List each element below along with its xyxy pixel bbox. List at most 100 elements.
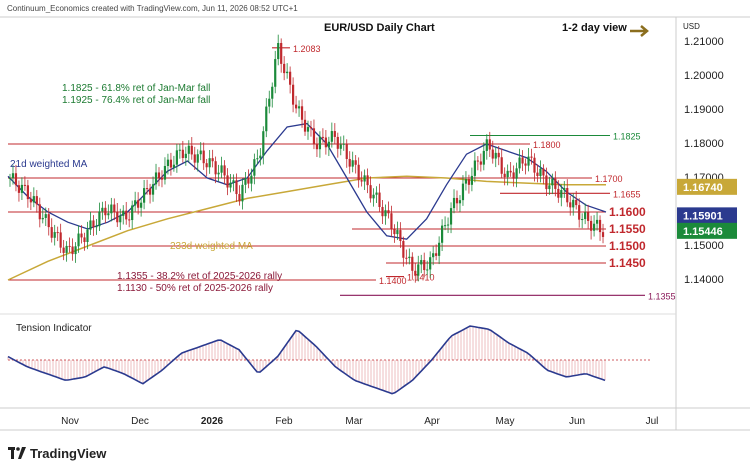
candle-body — [345, 143, 348, 159]
candle-body — [581, 219, 584, 221]
candle-body — [172, 164, 175, 168]
candle-body — [47, 214, 50, 228]
candle-body — [572, 199, 575, 208]
candle-body — [32, 196, 35, 203]
candle-body — [464, 179, 468, 184]
price-tag-label: 1.15901 — [683, 210, 723, 222]
candle-body — [366, 175, 369, 186]
candle-body — [175, 150, 178, 165]
candle-body — [560, 190, 563, 198]
candle-body — [300, 106, 304, 120]
candle-body — [256, 158, 259, 160]
candle-body — [190, 145, 193, 155]
candle-body — [405, 257, 408, 259]
candle-body — [280, 42, 283, 64]
candle-body — [601, 232, 605, 237]
candle-body — [429, 257, 432, 270]
candle-body — [309, 127, 313, 129]
tradingview-icon — [8, 447, 26, 459]
candle-body — [530, 156, 533, 158]
tradingview-logo[interactable]: TradingView — [8, 446, 106, 461]
candle-body — [128, 219, 131, 221]
candle-body — [77, 233, 80, 247]
candle-body — [26, 185, 29, 200]
candle-body — [590, 220, 593, 231]
candle-body — [336, 136, 339, 149]
candle-body — [303, 119, 307, 132]
candle-body — [101, 207, 104, 212]
candle-body — [333, 131, 336, 137]
candle-body — [536, 172, 539, 177]
candle-body — [384, 210, 387, 217]
candle-body — [250, 175, 253, 184]
candle-body — [83, 237, 86, 243]
y-tick-label: 1.18000 — [684, 138, 724, 150]
candle-body — [274, 59, 277, 87]
candle-body — [497, 152, 500, 158]
candle-body — [74, 246, 77, 255]
candle-body — [455, 197, 459, 204]
candle-body — [324, 137, 327, 148]
candle-body — [518, 157, 521, 169]
candle-body — [476, 160, 479, 162]
candle-body — [354, 160, 357, 165]
candle-body — [446, 224, 450, 226]
candle-body — [563, 187, 566, 191]
candle-body — [217, 172, 220, 175]
candle-body — [226, 175, 229, 188]
candle-body — [193, 154, 196, 163]
candle-body — [452, 197, 456, 209]
candle-body — [375, 192, 378, 195]
ma233-line — [7, 175, 606, 281]
candle-body — [137, 200, 140, 208]
candle-body — [491, 149, 494, 159]
candle-body — [244, 178, 247, 185]
y-tick-label: 1.19000 — [684, 104, 724, 116]
candle-body — [524, 163, 527, 166]
candle-body — [163, 165, 167, 180]
candle-body — [238, 194, 241, 202]
candle-body — [473, 160, 476, 176]
candle-body — [62, 247, 65, 253]
candle-body — [95, 226, 98, 228]
x-tick-label: Feb — [275, 416, 293, 427]
level-label: 1.2083 — [293, 44, 321, 54]
level-label: 1.1410 — [407, 273, 435, 283]
candle-body — [98, 211, 101, 227]
candle-body — [297, 106, 301, 109]
ma21-line — [7, 122, 607, 240]
candle-body — [223, 165, 226, 176]
candle-body — [208, 158, 211, 168]
candle-body — [390, 213, 393, 230]
candle-body — [578, 205, 581, 220]
candle-body — [449, 208, 453, 225]
candle-body — [408, 256, 411, 259]
candle-body — [262, 131, 265, 156]
candle-body — [140, 202, 143, 208]
level-label: 1.1600 — [609, 205, 646, 219]
candle-body — [53, 232, 56, 238]
candle-body — [369, 185, 372, 199]
x-tick-label: Apr — [424, 416, 440, 427]
candle-body — [277, 42, 280, 60]
candle-body — [512, 172, 515, 179]
candle-body — [363, 175, 366, 182]
level-label: 1.1550 — [609, 222, 646, 236]
x-tick-label: May — [496, 416, 515, 427]
candle-body — [438, 242, 441, 256]
candle-body — [41, 217, 44, 220]
candle-body — [154, 172, 158, 185]
candle-body — [160, 177, 164, 180]
candle-body — [125, 210, 128, 220]
candle-body — [184, 153, 187, 159]
candle-body — [417, 264, 420, 276]
candle-body — [569, 202, 572, 208]
x-tick-label: Dec — [131, 416, 149, 427]
candle-body — [542, 168, 545, 176]
candle-body — [187, 145, 190, 154]
candle-body — [414, 270, 417, 276]
candle-body — [178, 149, 181, 151]
level-label: 1.1800 — [533, 140, 561, 150]
candle-body — [294, 104, 298, 109]
